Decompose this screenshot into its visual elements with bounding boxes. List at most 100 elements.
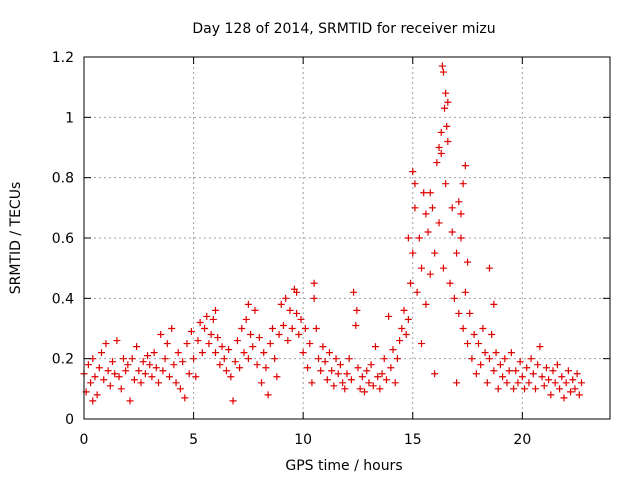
data-point [542,364,550,372]
data-point [104,367,112,375]
data-point [192,373,200,381]
data-point [124,361,132,369]
data-point [209,315,217,323]
data-point [475,340,482,348]
data-point [176,385,184,393]
x-tick-label: 15 [404,432,422,448]
data-point [293,288,301,296]
data-point [286,306,294,314]
x-tick-label: 20 [513,432,531,448]
data-point [472,370,480,378]
data-point [170,361,178,369]
data-point [310,294,318,302]
data-point [183,340,191,348]
data-point [115,373,123,381]
data-point [242,315,250,323]
data-point [238,325,246,332]
data-point [341,385,349,393]
data-point [350,288,358,296]
data-point [361,388,369,396]
data-point [106,382,114,390]
data-point [345,355,353,363]
data-point [457,210,465,218]
data-point [387,364,395,372]
data-point [266,340,274,348]
y-tick-label: 0.4 [52,291,74,307]
data-point [490,367,498,375]
data-point [203,312,211,320]
x-axis-label: GPS time / hours [285,458,402,474]
data-point [273,373,281,381]
data-point [438,62,446,70]
data-point [356,385,364,393]
data-point [330,382,338,390]
data-point [439,68,447,76]
data-point [146,361,154,369]
data-point [181,394,189,402]
data-point [413,288,421,296]
data-point [312,325,320,332]
x-tick-label: 0 [80,432,89,448]
data-point [111,370,119,378]
data-point [299,349,307,357]
data-point [214,334,222,342]
data-point [523,364,531,372]
data-point [339,379,347,387]
data-point [198,349,206,357]
data-point [128,355,136,363]
data-point [453,249,461,257]
data-point [391,379,399,387]
data-point [297,315,305,323]
data-point [459,180,467,188]
data-point [205,340,213,348]
data-point [233,337,241,345]
data-point [159,367,167,375]
data-point [457,234,465,242]
data-point [461,288,469,296]
data-point [411,180,419,188]
data-point [288,325,296,332]
data-point [453,379,461,387]
data-point [426,270,434,278]
data-point [323,376,331,384]
data-point [371,343,379,351]
data-point [411,204,419,212]
data-point [448,204,456,212]
data-point [431,249,439,257]
data-point [507,349,515,357]
data-point [353,306,361,314]
data-point [244,300,252,308]
data-point [398,325,406,332]
data-point [227,373,235,381]
data-point [560,394,568,402]
data-point [426,189,434,197]
data-point [212,349,219,357]
data-point [225,346,233,354]
data-point [450,294,458,302]
data-point [514,379,522,387]
data-point [135,367,143,375]
plot-area-frame [83,56,611,420]
x-tick-label: 10 [294,432,312,448]
axis-ticks: 0 0.2 0.4 0.6 0.8 1 1.2 0 5 10 15 20 [52,50,610,448]
data-point [319,343,327,351]
data-point [222,367,230,375]
data-point [84,361,92,369]
data-point [567,388,575,396]
data-point [347,376,355,384]
data-point [556,385,564,393]
data-point [236,364,244,372]
data-point [380,355,388,363]
data-point [194,337,202,345]
x-tick-label: 5 [189,432,198,448]
data-point [295,331,303,339]
data-point [571,385,579,393]
data-point [374,373,382,381]
data-point [407,279,415,287]
data-point [400,306,408,314]
data-point [437,128,445,136]
data-point [525,379,533,387]
data-point [122,367,130,375]
data-point [534,361,542,369]
data-point [187,328,195,336]
